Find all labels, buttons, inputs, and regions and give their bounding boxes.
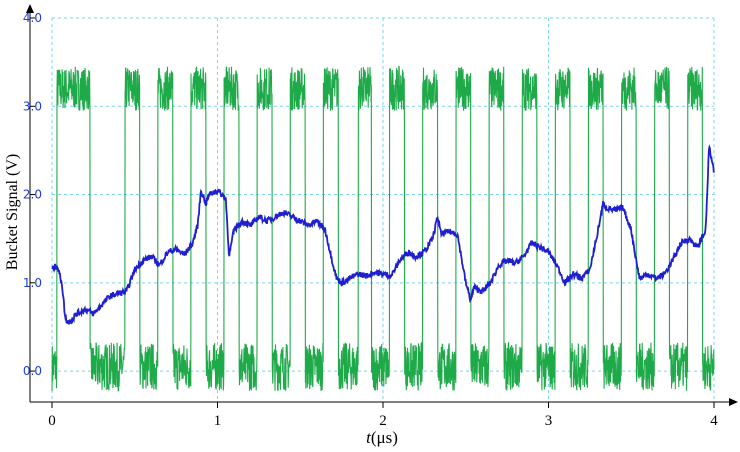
reference-pulse-line <box>51 65 715 392</box>
x-tick-label-2: 2 <box>379 413 387 429</box>
x-axis-label: t(μs) <box>366 428 398 447</box>
y-axis-arrow <box>26 4 34 13</box>
x-axis-label-unit: (μs) <box>371 428 398 447</box>
x-axis-label-var: t <box>366 428 372 447</box>
y-tick-label-3: 3.0 <box>23 99 42 113</box>
x-tick-label-4: 4 <box>710 413 718 429</box>
x-tick-label-0: 0 <box>48 413 56 429</box>
y-tick-label-4: 4.0 <box>23 11 42 25</box>
y-tick-label-1: 1.0 <box>23 276 42 290</box>
tick-labels: 0.0 1.0 2.0 3.0 4.0 0 1 2 3 4 <box>23 11 718 429</box>
reference-pulse-series <box>51 65 715 392</box>
x-tick-label-1: 1 <box>214 413 222 429</box>
y-tick-label-0: 0.0 <box>23 364 42 378</box>
bucket-signal-line <box>51 144 715 326</box>
y-axis-label: Bucket Signal (V) <box>4 154 21 270</box>
y-tick-label-2: 2.0 <box>23 188 42 202</box>
axes <box>26 4 738 406</box>
x-axis-arrow <box>729 398 738 406</box>
bucket-signal-series <box>51 144 715 326</box>
x-tick-label-3: 3 <box>545 413 553 429</box>
